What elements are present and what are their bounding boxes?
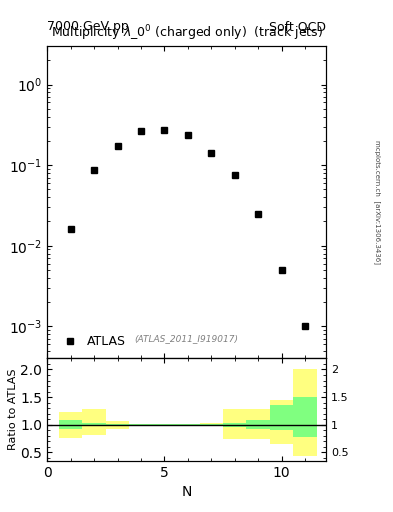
Text: Soft QCD: Soft QCD (269, 20, 326, 33)
Text: (ATLAS_2011_I919017): (ATLAS_2011_I919017) (135, 334, 239, 343)
Y-axis label: Ratio to ATLAS: Ratio to ATLAS (7, 369, 18, 451)
X-axis label: N: N (182, 485, 192, 499)
Text: mcplots.cern.ch  [arXiv:1306.3436]: mcplots.cern.ch [arXiv:1306.3436] (374, 140, 381, 264)
Legend: ATLAS: ATLAS (57, 335, 126, 348)
Text: 7000 GeV pp: 7000 GeV pp (47, 20, 129, 33)
Title: Multiplicity $\lambda\_0^0$ (charged only)  (track jets): Multiplicity $\lambda\_0^0$ (charged onl… (51, 24, 323, 44)
